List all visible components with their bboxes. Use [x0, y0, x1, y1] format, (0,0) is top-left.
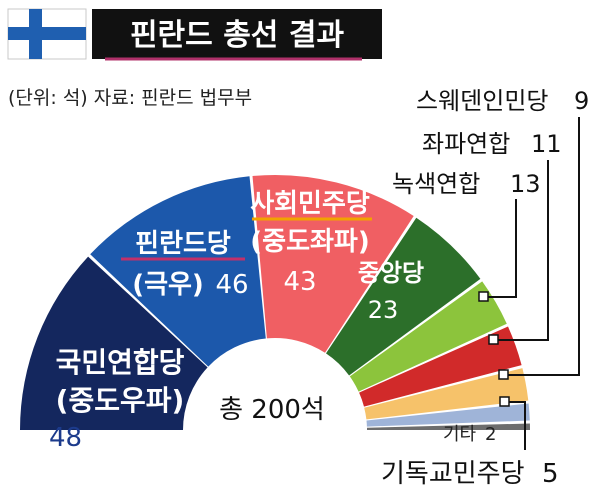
seat-segment-5 [349, 281, 507, 392]
party-name-centre: 중앙당 [358, 259, 424, 287]
callout-marker-christian [499, 396, 510, 407]
finland-flag-icon [7, 8, 87, 60]
callout-markers [478, 291, 510, 407]
party-seats-centre: 23 [368, 296, 399, 324]
party-sub-social-democrats: (중도좌파) [250, 227, 369, 257]
seat-segment-9 [367, 423, 530, 430]
party-name-other: 기타 [443, 424, 477, 445]
party-name-finns: 핀란드당 [135, 229, 231, 259]
party-sub-national-coalition: (중도우파) [56, 384, 185, 417]
seat-segment-4 [326, 217, 481, 376]
party-seats-green: 13 [510, 170, 541, 198]
callout-line-swedish [504, 117, 580, 376]
callout-marker-left [488, 334, 499, 345]
total-seats-label: 총 200석 [219, 395, 325, 425]
callout-line-green [484, 199, 517, 298]
party-name-social-democrats: 사회민주당 [250, 189, 370, 219]
seat-segment-8 [366, 403, 530, 427]
party-seats-national-coalition: 48 [49, 423, 82, 453]
seat-segment-6 [359, 326, 522, 407]
party-seats-finns: 46 [215, 270, 248, 300]
seat-segment-1 [20, 256, 208, 430]
title-background [92, 9, 382, 59]
party-seats-swedish: 9 [574, 87, 589, 115]
callout-line-left [494, 160, 549, 341]
callout-line-christian [505, 401, 526, 450]
callout-marker-green [478, 291, 489, 302]
party-name-national-coalition: 국민연합당 [56, 346, 185, 379]
party-name-green: 녹색연합 [392, 170, 480, 198]
party-name-swedish: 스웨덴인민당 [416, 87, 548, 115]
callout-marker-swedish [498, 369, 509, 380]
party-seats-social-democrats: 43 [283, 267, 316, 297]
callout-lines [484, 117, 580, 450]
party-seats-other: 2 [485, 424, 496, 445]
source-note: (단위: 석) 자료: 핀란드 법무부 [8, 87, 252, 109]
party-name-christian-democrats: 기독교민주당 [381, 459, 525, 489]
seat-segment-7 [364, 368, 529, 420]
party-seats-christian-democrats: 5 [542, 459, 559, 489]
party-sub-finns: (극우) [132, 270, 204, 300]
party-seats-left: 11 [531, 130, 562, 158]
page-title: 핀란드 총선 결과 [130, 18, 344, 53]
party-name-left: 좌파연합 [422, 130, 510, 158]
seat-segment-2 [90, 176, 266, 367]
